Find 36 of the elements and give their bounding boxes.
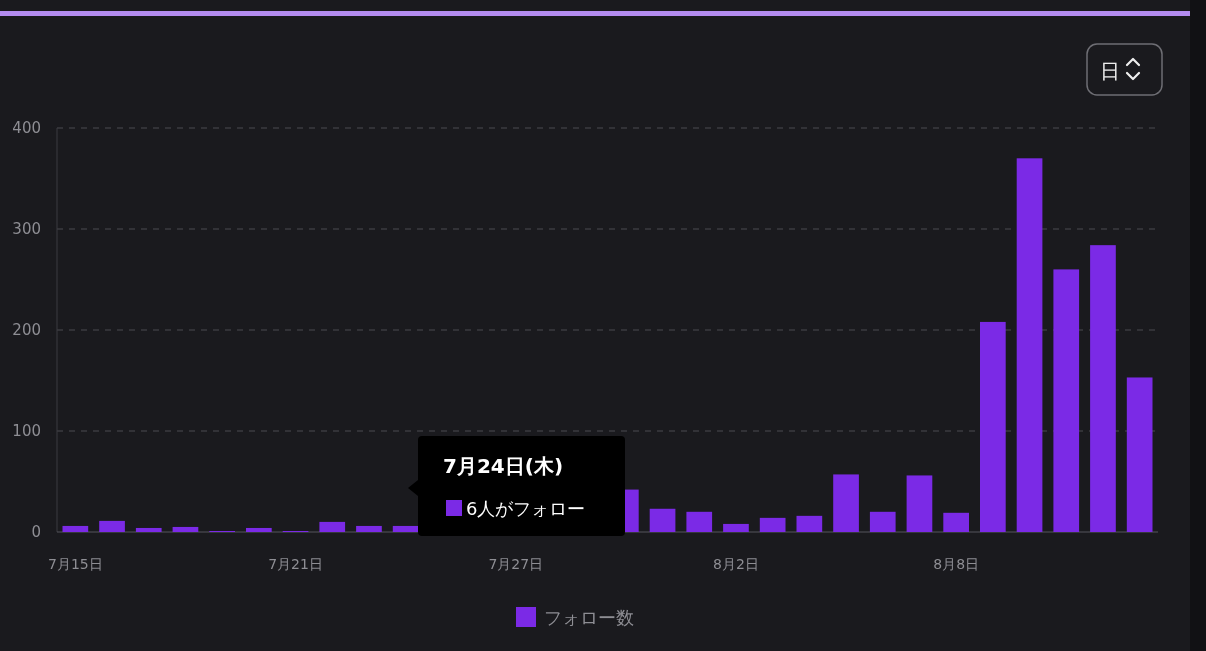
annotation: 7月24日(木) (443, 454, 564, 478)
bar (135, 527, 162, 532)
bar (172, 526, 199, 532)
bar (99, 520, 125, 532)
x-tick-label: 7月21日 (268, 556, 323, 572)
bar (1090, 245, 1116, 532)
bar (943, 512, 969, 532)
bar (392, 525, 419, 532)
bar (649, 508, 676, 532)
bar (833, 474, 859, 532)
bar (246, 527, 272, 532)
bar (869, 511, 896, 532)
bar (723, 523, 749, 532)
y-tick-label: 200 (12, 321, 41, 339)
y-tick-label: 300 (12, 220, 41, 238)
x-tick-label: 7月27日 (488, 556, 544, 572)
annotation: 6人がフォロー (466, 498, 586, 519)
y-tick-label: 0 (31, 523, 41, 541)
legend-label: フォロー数 (544, 607, 634, 628)
bar (796, 515, 823, 532)
y-tick-label: 100 (12, 422, 41, 440)
text: 日 (1100, 59, 1120, 83)
bar (759, 517, 786, 532)
bar (980, 321, 1006, 532)
bar (1016, 158, 1043, 532)
x-tick-label: 7月15日 (47, 556, 103, 572)
y-tick-label: 400 (12, 119, 41, 137)
bar (1126, 377, 1153, 532)
bar (686, 511, 713, 532)
bar (1053, 269, 1080, 532)
x-tick-label: 8月2日 (713, 556, 759, 572)
x-tick-label: 8月8日 (933, 556, 980, 572)
bar (62, 525, 89, 532)
bar (319, 521, 346, 532)
bar (906, 475, 933, 532)
bar (356, 525, 382, 532)
